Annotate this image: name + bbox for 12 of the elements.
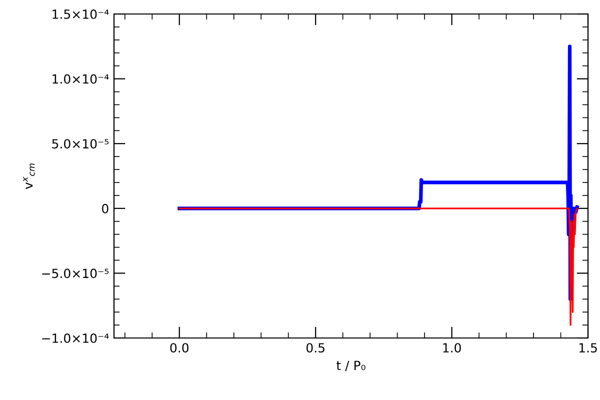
y-tick-label: 5.0×10⁻⁵: [52, 139, 109, 149]
y-tick-label: −1.0×10⁻⁴: [42, 333, 109, 343]
x-tick-label: 1.0: [443, 343, 461, 353]
y-tick-label: 0: [102, 204, 108, 214]
x-tick-label: 1.5: [579, 343, 597, 353]
y-tick-label: 1.5×10⁻⁴: [52, 9, 109, 19]
x-axis-title: t / P₀: [336, 360, 366, 372]
y-axis-title: v$^{x}$$_{cm}$: [23, 164, 35, 190]
x-tick-label: 0.5: [306, 343, 324, 353]
y-tick-label: −5.0×10⁻⁵: [42, 268, 109, 278]
y-tick-label: 1.0×10⁻⁴: [52, 74, 109, 84]
x-tick-label: 0.0: [170, 343, 188, 353]
